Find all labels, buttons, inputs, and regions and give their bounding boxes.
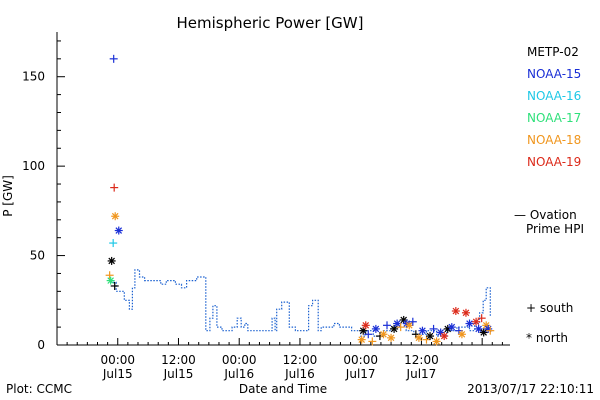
north-marker-noaa-18 <box>379 330 388 339</box>
south-marker-noaa-18 <box>396 323 405 332</box>
legend-item-noaa-16: NOAA-16 <box>527 89 581 103</box>
y-tick-label: 150 <box>22 70 45 84</box>
legend-ovation-label: — Ovation <box>514 208 577 222</box>
y-axis: 0 50 100 150 <box>22 40 65 352</box>
north-marker-noaa-15 <box>447 323 456 332</box>
x-tick-time-label: 12:00 <box>283 353 318 367</box>
south-marker-noaa-18 <box>368 337 377 346</box>
north-marker-noaa-18 <box>405 321 414 330</box>
x-tick-date-label: Jul16 <box>284 367 315 381</box>
x-tick-date-label: Jul16 <box>223 367 254 381</box>
legend-item-noaa-17: NOAA-17 <box>527 111 581 125</box>
north-marker-noaa-19 <box>440 332 449 341</box>
south-marker-noaa-19 <box>477 314 486 323</box>
footer-timestamp: 2013/07/17 22:10:11 <box>467 382 594 396</box>
y-axis-label: P [GW] <box>1 175 15 217</box>
north-marker-noaa-15 <box>474 324 483 333</box>
x-tick-time-label: 12:00 <box>404 353 439 367</box>
x-tick-time-label: 12:00 <box>161 353 196 367</box>
south-marker-metp-02 <box>375 332 384 341</box>
x-tick-time-label: 00:00 <box>222 353 257 367</box>
north-marker-noaa-18 <box>432 337 441 346</box>
north-marker-noaa-15 <box>393 319 402 328</box>
legend-north: * north <box>526 331 568 345</box>
north-marker-noaa-19 <box>361 321 370 330</box>
north-marker-noaa-18 <box>387 333 396 342</box>
north-marker-metp-02 <box>479 328 488 337</box>
ovation-prime-hpi-line <box>110 269 491 337</box>
legend-item-noaa-19: NOAA-19 <box>527 155 581 169</box>
y-tick-label: 0 <box>37 338 45 352</box>
north-marker-metp-02 <box>426 332 435 341</box>
south-marker-noaa-15 <box>383 321 392 330</box>
north-marker-noaa-18 <box>457 330 466 339</box>
north-marker-noaa-15 <box>418 326 427 335</box>
legend-item-noaa-15: NOAA-15 <box>527 67 581 81</box>
footer-plot-credit: Plot: CCMC <box>6 382 72 396</box>
satellite-markers <box>105 54 495 346</box>
north-marker-noaa-19 <box>472 317 481 326</box>
x-tick-date-label: Jul17 <box>406 367 437 381</box>
x-tick-date-label: Jul17 <box>345 367 376 381</box>
x-tick-time-label: 00:00 <box>343 353 378 367</box>
north-marker-metp-02 <box>107 256 116 265</box>
north-marker-noaa-15 <box>371 324 380 333</box>
north-marker-noaa-18 <box>414 333 423 342</box>
x-axis: 00:00Jul1512:00Jul1500:00Jul1612:00Jul16… <box>66 338 503 381</box>
legend-south: + south <box>526 301 573 315</box>
south-marker-noaa-18 <box>105 271 114 280</box>
y-tick-label: 50 <box>30 249 45 263</box>
north-marker-noaa-18 <box>111 212 120 221</box>
x-tick-date-label: Jul15 <box>102 367 133 381</box>
legend: METP-02 NOAA-15 NOAA-16 NOAA-17 NOAA-18 NOAA-… <box>527 45 581 169</box>
north-marker-noaa-18 <box>357 335 366 344</box>
x-tick-time-label: 00:00 <box>100 353 135 367</box>
south-marker-noaa-19 <box>110 183 119 192</box>
y-tick-label: 100 <box>22 159 45 173</box>
south-marker-noaa-15 <box>364 330 373 339</box>
legend-ovation-sublabel: Prime HPI <box>526 222 584 236</box>
north-marker-noaa-19 <box>461 308 470 317</box>
south-marker-noaa-18 <box>422 335 431 344</box>
plot-frame <box>56 32 510 346</box>
legend-item-noaa-18: NOAA-18 <box>527 133 581 147</box>
north-marker-noaa-15 <box>114 226 123 235</box>
south-marker-noaa-15 <box>429 324 438 333</box>
legend-item-metp-02: METP-02 <box>527 45 579 59</box>
north-marker-noaa-15 <box>465 319 474 328</box>
south-marker-noaa-15 <box>109 54 118 63</box>
north-marker-noaa-15 <box>484 324 493 333</box>
north-marker-noaa-19 <box>451 307 460 316</box>
chart-title: Hemispheric Power [GW] <box>177 14 364 32</box>
south-marker-noaa-15 <box>408 317 417 326</box>
south-marker-noaa-16 <box>109 239 118 248</box>
north-marker-metp-02 <box>359 326 368 335</box>
south-marker-noaa-18 <box>486 326 495 335</box>
x-tick-date-label: Jul15 <box>163 367 194 381</box>
x-axis-label: Date and Time <box>239 382 327 396</box>
north-marker-noaa-17 <box>106 276 115 285</box>
south-marker-metp-02 <box>110 281 119 290</box>
